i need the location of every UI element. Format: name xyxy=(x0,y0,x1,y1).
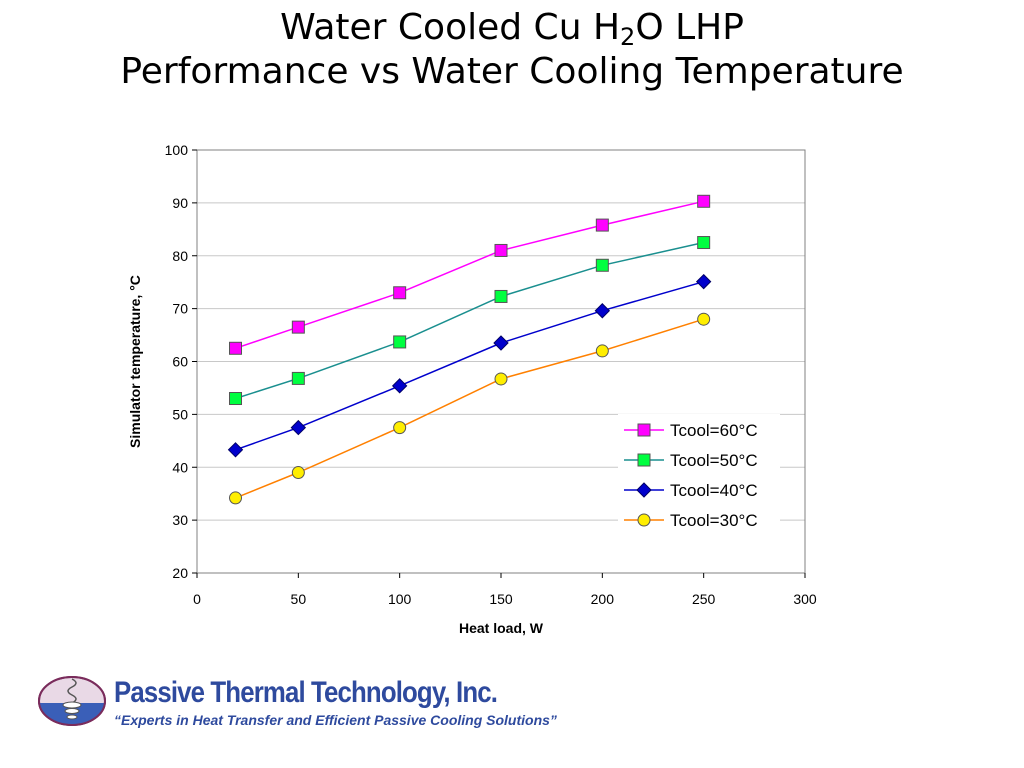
series-3 xyxy=(229,312,711,505)
y-tick-label: 50 xyxy=(172,406,188,422)
y-tick-label: 40 xyxy=(172,459,188,475)
data-point xyxy=(697,194,711,208)
legend: Tcool=60°C Tcool=50°C Tcool=40°C Tcool=30°C xyxy=(618,414,780,538)
slide-title: Water Cooled Cu H2O LHP Performance vs W… xyxy=(0,6,1024,94)
legend-marker xyxy=(637,513,651,527)
data-point xyxy=(291,320,305,334)
title-subscript: 2 xyxy=(620,23,636,51)
data-point xyxy=(494,289,508,303)
title-line-1: Water Cooled Cu H2O LHP xyxy=(0,6,1024,50)
data-point xyxy=(290,419,307,436)
data-point xyxy=(697,312,711,326)
data-point xyxy=(594,303,611,319)
legend-marker xyxy=(637,453,651,467)
series-line xyxy=(235,318,704,499)
data-point xyxy=(391,378,408,394)
data-point xyxy=(595,218,609,232)
data-point xyxy=(229,491,243,505)
data-point xyxy=(595,344,609,358)
data-point xyxy=(229,341,243,355)
y-tick-label: 100 xyxy=(165,142,189,158)
x-tick-label: 150 xyxy=(489,591,513,607)
data-point xyxy=(393,421,407,435)
x-axis-label: Heat load, W xyxy=(459,620,544,636)
y-axis-label: Simulator temperature, °C xyxy=(127,275,143,448)
data-point xyxy=(393,286,407,300)
data-point xyxy=(227,442,244,458)
x-tick-label: 300 xyxy=(793,591,817,607)
data-point xyxy=(595,258,609,272)
title-line-1-start: Water Cooled Cu H xyxy=(280,7,621,48)
data-point xyxy=(393,335,407,349)
legend-label: Tcool=50°C xyxy=(670,451,758,470)
data-point xyxy=(695,273,712,290)
x-tick-label: 100 xyxy=(388,591,412,607)
legend-item-3: Tcool=30°C xyxy=(624,511,758,530)
y-tick-label: 70 xyxy=(172,301,188,317)
legend-item-2: Tcool=40°C xyxy=(624,481,758,500)
title-line-1-end: O LHP xyxy=(635,7,744,48)
chart: 20 30 40 50 60 70 80 90 100 0 50 100 150 200 250 300 Hea… xyxy=(127,142,817,636)
legend-label: Tcool=30°C xyxy=(670,511,758,530)
series-line xyxy=(235,241,704,400)
x-tick-label: 0 xyxy=(193,591,201,607)
title-line-2: Performance vs Water Cooling Temperature xyxy=(120,51,904,92)
series-0 xyxy=(229,194,711,355)
data-point xyxy=(494,372,508,386)
series-line xyxy=(235,200,704,350)
data-point xyxy=(493,335,509,351)
legend-marker xyxy=(637,423,651,437)
data-point xyxy=(291,371,305,385)
series-line xyxy=(235,280,704,451)
data-point xyxy=(697,236,711,250)
x-tick-label: 200 xyxy=(591,591,615,607)
x-tick-label: 250 xyxy=(692,591,716,607)
data-point xyxy=(229,392,243,406)
y-tick-label: 60 xyxy=(172,354,188,370)
y-tick-label: 30 xyxy=(172,512,188,528)
y-tick-label: 80 xyxy=(172,248,188,264)
company-tagline: “Experts in Heat Transfer and Efficient … xyxy=(114,712,557,728)
legend-item-0: Tcool=60°C xyxy=(624,421,758,440)
legend-label: Tcool=40°C xyxy=(670,481,758,500)
company-name: Passive Thermal Technology, Inc. xyxy=(114,676,498,709)
legend-marker xyxy=(636,482,652,498)
legend-item-1: Tcool=50°C xyxy=(624,451,758,470)
data-point xyxy=(494,243,508,257)
company-logo-icon xyxy=(38,676,106,726)
y-tick-label: 20 xyxy=(172,565,188,581)
data-point xyxy=(291,466,305,480)
legend-label: Tcool=60°C xyxy=(670,421,758,440)
series-1 xyxy=(229,236,711,406)
x-tick-label: 50 xyxy=(291,591,307,607)
series-2 xyxy=(227,273,712,458)
y-tick-label: 90 xyxy=(172,195,188,211)
